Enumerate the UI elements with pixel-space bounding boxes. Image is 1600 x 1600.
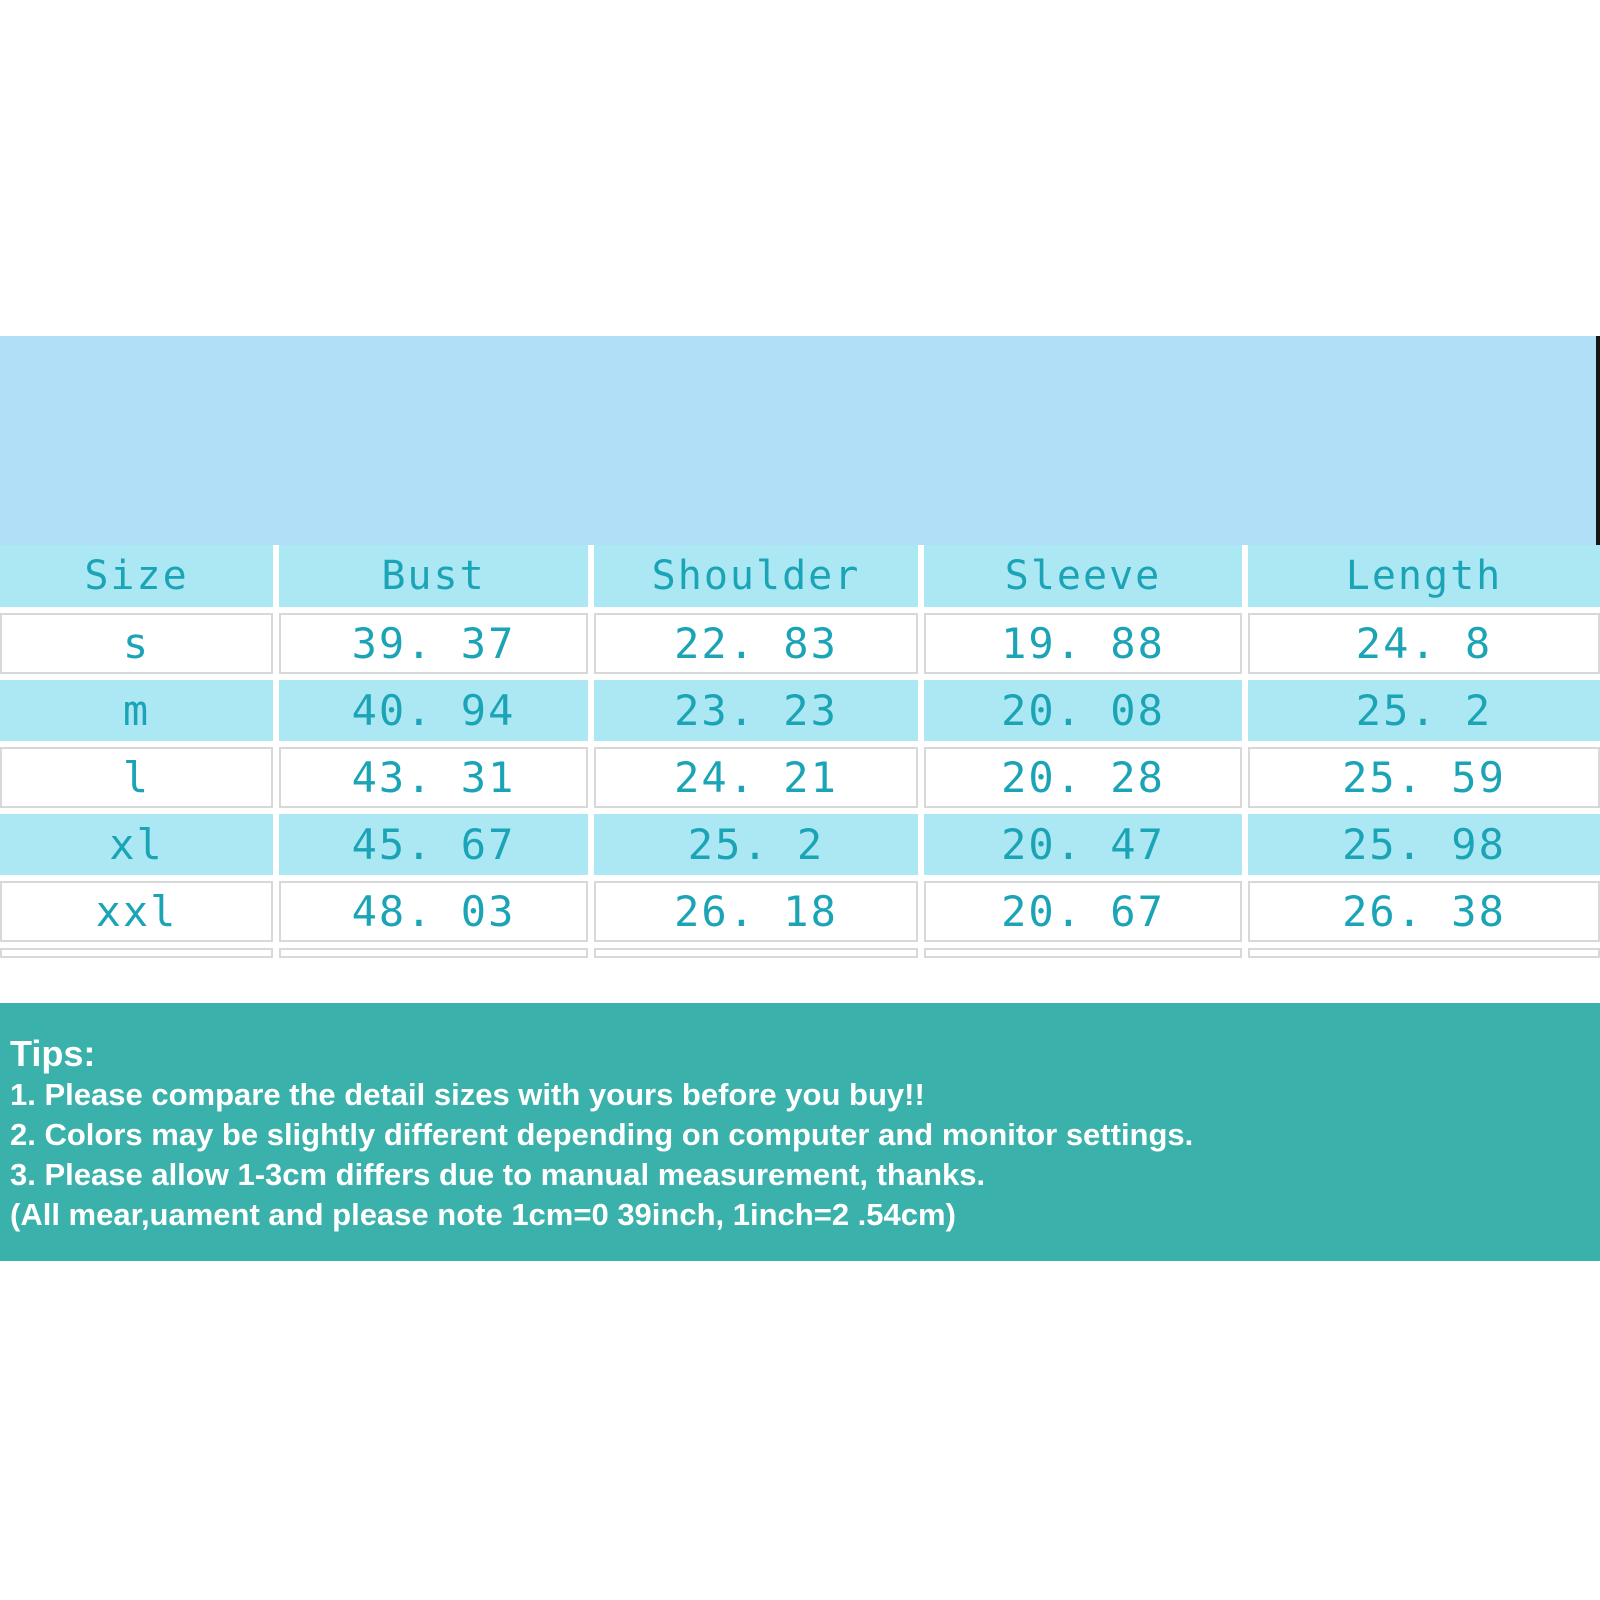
column-header-length: Length xyxy=(1248,545,1600,607)
table-empty-row-cell xyxy=(279,948,588,958)
table-cell: 23. 23 xyxy=(594,680,918,741)
tips-panel: Tips: 1. Please compare the detail sizes… xyxy=(0,1003,1600,1261)
column-header-sleeve: Sleeve xyxy=(924,545,1242,607)
table-empty-row-cell xyxy=(0,948,273,958)
table-cell: 20. 08 xyxy=(924,680,1242,741)
table-empty-row-cell xyxy=(924,948,1242,958)
table-cell: 25. 2 xyxy=(1248,680,1600,741)
table-cell: 26. 18 xyxy=(594,881,918,942)
table-cell: 20. 67 xyxy=(924,881,1242,942)
table-cell: 48. 03 xyxy=(279,881,588,942)
table-cell: 39. 37 xyxy=(279,613,588,674)
product-image-band xyxy=(0,336,1600,545)
table-cell: s xyxy=(0,613,273,674)
column-header-bust: Bust xyxy=(279,545,588,607)
table-cell: 24. 21 xyxy=(594,747,918,808)
table-cell: 25. 98 xyxy=(1248,814,1600,875)
table-cell: 40. 94 xyxy=(279,680,588,741)
table-cell: xl xyxy=(0,814,273,875)
table-cell: 20. 47 xyxy=(924,814,1242,875)
tips-line-1: 1. Please compare the detail sizes with … xyxy=(10,1077,925,1112)
tips-line-3: 3. Please allow 1-3cm differs due to man… xyxy=(10,1157,986,1192)
table-cell: 25. 59 xyxy=(1248,747,1600,808)
tips-line-4: (All mear,uament and please note 1cm=0 3… xyxy=(10,1197,956,1232)
table-cell: 45. 67 xyxy=(279,814,588,875)
column-header-shoulder: Shoulder xyxy=(594,545,918,607)
table-empty-row-cell xyxy=(1248,948,1600,958)
table-cell: 26. 38 xyxy=(1248,881,1600,942)
table-cell: 19. 88 xyxy=(924,613,1242,674)
column-header-size: Size xyxy=(0,545,273,607)
table-empty-row-cell xyxy=(594,948,918,958)
table-cell: 25. 2 xyxy=(594,814,918,875)
tips-title: Tips: xyxy=(10,1033,96,1074)
table-cell: xxl xyxy=(0,881,273,942)
table-cell: l xyxy=(0,747,273,808)
edge-artifact xyxy=(1596,336,1600,545)
table-cell: 20. 28 xyxy=(924,747,1242,808)
tips-line-2: 2. Colors may be slightly different depe… xyxy=(10,1117,1194,1152)
table-cell: 24. 8 xyxy=(1248,613,1600,674)
table-cell: 43. 31 xyxy=(279,747,588,808)
table-cell: m xyxy=(0,680,273,741)
size-table: Size Bust Shoulder Sleeve Length s 39. 3… xyxy=(0,545,1600,958)
table-cell: 22. 83 xyxy=(594,613,918,674)
